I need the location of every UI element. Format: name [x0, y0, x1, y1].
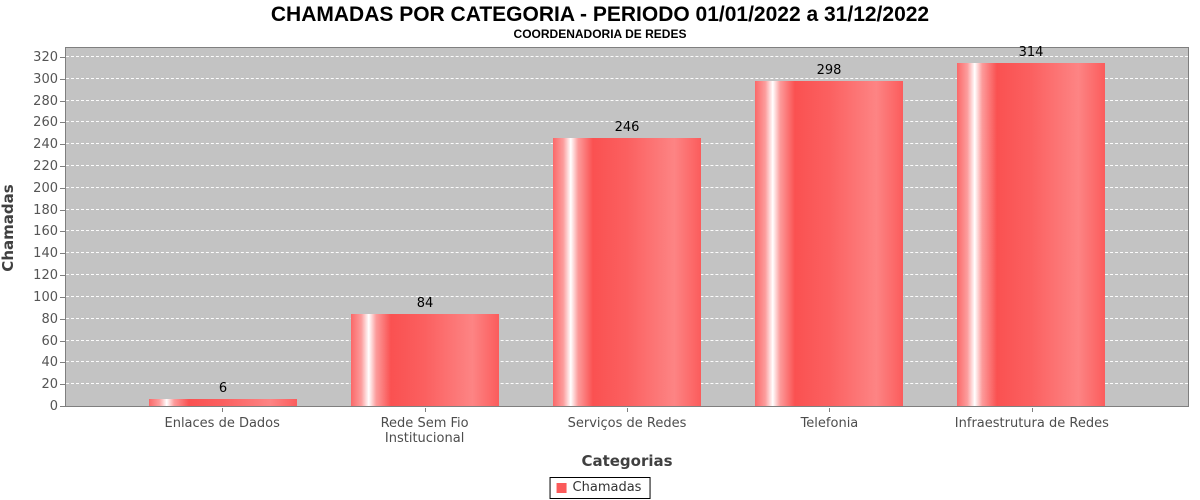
y-tick-label-260: 260	[33, 115, 58, 131]
y-tick-label-100: 100	[33, 289, 58, 305]
chart-subtitle: COORDENADORIA DE REDES	[513, 27, 687, 41]
y-tick-mark-140	[60, 253, 65, 255]
bar-value-label: 314	[1018, 45, 1044, 61]
y-tick-mark-260	[60, 122, 65, 124]
x-tick-cell	[121, 408, 323, 413]
y-tick-mark-300	[60, 78, 65, 80]
y-tick-label-280: 280	[33, 93, 58, 109]
bar-2	[350, 314, 500, 406]
bar-slot: 84	[324, 48, 526, 406]
y-tick-label-40: 40	[41, 355, 58, 371]
legend-color-swatch	[556, 483, 567, 493]
x-tick-mark	[1031, 408, 1033, 412]
y-tick-label-240: 240	[33, 137, 58, 153]
x-axis-tick-marks	[65, 408, 1189, 413]
x-tick-mark	[222, 408, 224, 412]
y-tick-mark-240	[60, 144, 65, 146]
y-tick-mark-220	[60, 166, 65, 167]
bar-3	[552, 137, 702, 406]
x-tick-cell	[931, 408, 1133, 413]
legend-series-label: Chamadas	[572, 480, 642, 495]
x-tick-mark	[829, 408, 831, 412]
category-label: Telefonia	[800, 416, 859, 431]
bar-5	[956, 63, 1106, 406]
bar-slot: 246	[526, 48, 728, 406]
y-tick-label-0: 0	[49, 399, 58, 414]
legend: Chamadas	[549, 477, 651, 499]
bar-slot: 314	[930, 45, 1132, 406]
y-tick-mark-180	[60, 209, 65, 211]
plot-area: 6 84 246 298 314	[65, 45, 1189, 407]
y-tick-mark-100	[60, 296, 65, 298]
bar-4	[754, 80, 904, 406]
y-tick-label-320: 320	[33, 49, 58, 65]
bar-value-label: 84	[416, 296, 434, 312]
x-tick-cell	[728, 408, 930, 413]
y-tick-label-180: 180	[33, 202, 58, 218]
bar-value-label: 246	[614, 119, 640, 135]
y-tick-mark-160	[60, 231, 65, 233]
y-tick-mark-200	[60, 187, 65, 189]
y-tick-mark-80	[60, 318, 65, 320]
y-tick-mark-0	[60, 406, 65, 407]
y-tick-label-300: 300	[33, 71, 58, 87]
category-label: Serviços de Redes	[567, 416, 687, 431]
y-axis-tick-marks	[59, 47, 65, 407]
gridline-260	[66, 121, 1188, 123]
y-tick-mark-280	[60, 100, 65, 102]
x-tick-mark	[424, 408, 426, 412]
y-tick-label-220: 220	[33, 159, 58, 174]
y-tick-mark-60	[60, 340, 65, 342]
bar-value-label: 298	[816, 62, 842, 78]
y-tick-mark-120	[60, 275, 65, 277]
gridline-320	[66, 55, 1188, 57]
category-label: Enlaces de Dados	[164, 416, 280, 431]
bar-slots: 6 84 246 298 314	[66, 45, 1188, 406]
x-tick-cell	[526, 408, 728, 413]
y-tick-label-200: 200	[33, 180, 58, 196]
x-axis-category-labels: Enlaces de Dados Rede Sem Fio Institucion…	[65, 416, 1189, 446]
x-axis-label: Categorias	[581, 452, 673, 470]
x-tick-cell	[323, 408, 525, 413]
y-tick-mark-40	[60, 362, 65, 364]
x-tick-mark	[627, 408, 629, 412]
category-label: Rede Sem Fio Institucional	[380, 416, 469, 446]
bar-slot: 6	[122, 48, 324, 406]
y-axis-tick-labels: 0 20 40 60 80 100 120 140 160 180 200 220 240 260 280 3…	[0, 47, 58, 413]
chart-title: CHAMADAS POR CATEGORIA - PERIODO 01/01/2…	[270, 3, 930, 26]
bar-value-label: 6	[218, 381, 228, 397]
y-tick-mark-320	[60, 56, 65, 58]
y-tick-mark-20	[60, 384, 65, 386]
y-tick-label-160: 160	[33, 224, 58, 240]
bar-slot: 298	[728, 48, 930, 406]
gridline-300	[66, 77, 1188, 79]
category-label: Infraestrutura de Redes	[954, 416, 1109, 431]
y-tick-label-140: 140	[33, 246, 58, 262]
gridline-280	[66, 99, 1188, 101]
y-tick-label-120: 120	[33, 268, 58, 284]
y-tick-label-20: 20	[41, 377, 58, 393]
y-tick-label-80: 80	[41, 311, 58, 327]
bar-1	[148, 399, 298, 406]
y-tick-label-60: 60	[41, 333, 58, 349]
